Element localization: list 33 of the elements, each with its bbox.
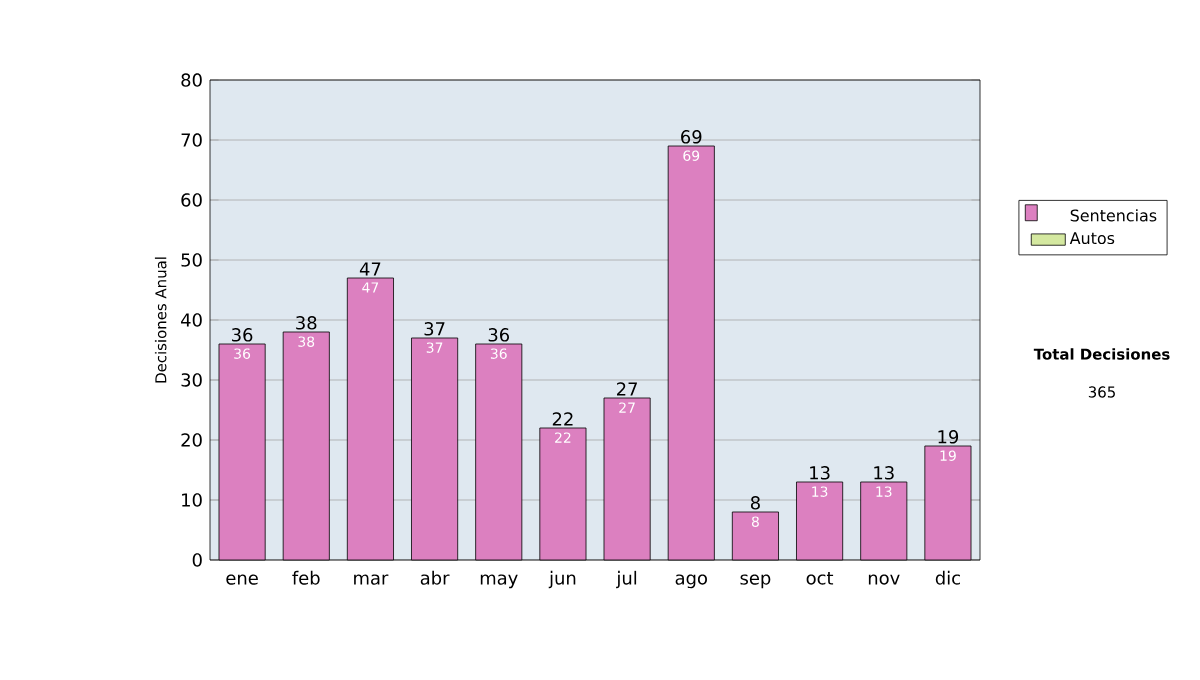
y-tick-label: 60: [181, 193, 202, 207]
total-label: 47: [359, 262, 381, 276]
total-label: 36: [232, 328, 253, 342]
y-tick-label: 30: [181, 373, 202, 387]
total-label: 27: [616, 382, 637, 396]
total-label: 22: [552, 412, 573, 426]
total-label: 13: [810, 466, 830, 480]
total-label: 13: [874, 466, 894, 480]
y-tick-label: 80: [181, 73, 202, 87]
x-tick-label: jun: [548, 570, 576, 589]
total-label: 69: [681, 130, 702, 144]
x-tick-label: feb: [292, 570, 320, 585]
x-tick-label: dic: [935, 570, 960, 585]
x-tick-label: jul: [616, 570, 637, 589]
y-tick-label: 70: [181, 133, 202, 147]
x-tick-label: mar: [354, 574, 389, 585]
total-label: 36: [488, 328, 510, 342]
total-label: 19: [938, 430, 959, 444]
y-tick-label: 10: [182, 493, 202, 507]
x-tick-label: sep: [740, 574, 771, 589]
x-tick-label: may: [480, 574, 518, 589]
total-label: 37: [424, 322, 445, 336]
x-tick-label: abr: [420, 570, 450, 585]
x-tick-label: oct: [806, 571, 834, 585]
total-label: 38: [296, 316, 317, 330]
total-label: 8: [750, 496, 760, 510]
x-tick-label: nov: [868, 574, 900, 585]
y-tick-label: 0: [192, 553, 202, 567]
x-tick-label: ago: [675, 574, 707, 589]
x-tick-label: ene: [226, 574, 258, 585]
y-tick-label: 20: [181, 433, 202, 447]
y-tick-label: 40: [181, 313, 202, 327]
y-tick-label: 50: [181, 253, 202, 267]
